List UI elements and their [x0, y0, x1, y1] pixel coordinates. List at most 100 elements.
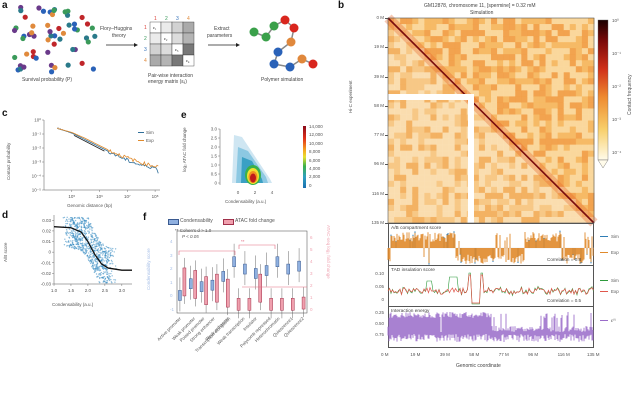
map-cell	[491, 138, 498, 146]
scatter-point	[109, 263, 111, 265]
map-cell	[448, 186, 456, 194]
map-cell	[545, 42, 553, 49]
cohens-d-annotation: ** Cohen's d > 1.0	[175, 228, 212, 233]
map-cell	[539, 120, 547, 128]
map-cell	[515, 132, 522, 140]
map-cell	[478, 36, 486, 43]
map-cell	[466, 24, 474, 31]
map-cell	[533, 72, 540, 79]
map-cell	[539, 126, 547, 134]
map-cell	[545, 204, 553, 212]
map-cell	[472, 18, 480, 25]
map-cell	[569, 180, 577, 188]
map-cell	[551, 60, 559, 67]
map-cell	[491, 132, 498, 140]
map-cell	[563, 180, 571, 188]
scatter-point	[96, 249, 98, 251]
map-cell	[509, 204, 516, 212]
map-cell	[545, 66, 553, 73]
c-x-axis-label: Genomic distance (bp)	[67, 203, 113, 208]
map-cell	[424, 84, 431, 91]
scatter-point	[111, 275, 113, 277]
map-cell	[515, 192, 522, 200]
scatter-point	[95, 269, 98, 271]
scatter-point	[95, 249, 97, 251]
map-cell	[394, 108, 401, 115]
map-cell	[587, 180, 595, 188]
map-cell	[424, 204, 431, 212]
hic-y-tick: 39 M	[373, 73, 384, 79]
legend-label: Exp	[146, 138, 154, 143]
matrix-cell	[182, 54, 195, 67]
map-cell	[436, 42, 444, 49]
map-cell	[454, 30, 462, 37]
map-cell	[581, 186, 589, 194]
map-cell	[460, 168, 468, 176]
scatter-point	[98, 266, 100, 268]
map-cell	[388, 114, 395, 121]
scatter-point	[68, 228, 71, 230]
map-cell	[442, 108, 450, 115]
map-cell	[412, 198, 419, 206]
map-cell	[539, 72, 547, 79]
map-cell	[545, 60, 553, 67]
hic-x-tick: 116 M	[557, 352, 570, 357]
scatter-point	[102, 272, 104, 275]
atac-box	[226, 278, 230, 308]
map-cell	[515, 168, 522, 176]
scatter-point	[86, 247, 88, 249]
map-cell	[436, 174, 444, 182]
map-cell	[581, 216, 589, 224]
map-cell	[545, 162, 553, 170]
series-line-exp	[57, 128, 159, 168]
map-cell	[436, 126, 444, 134]
map-cell	[563, 108, 571, 115]
map-cell	[478, 198, 486, 206]
map-cell	[424, 132, 431, 140]
tick-mark	[385, 223, 388, 224]
map-cell	[515, 102, 522, 109]
map-cell	[478, 210, 486, 218]
condensability-box	[178, 290, 182, 301]
map-cell	[412, 156, 419, 164]
map-cell	[503, 18, 510, 25]
map-cell	[400, 192, 407, 200]
scatter-point	[70, 246, 73, 249]
colorbar-tick: 4,000	[309, 166, 321, 171]
map-cell	[503, 150, 510, 158]
map-cell	[539, 204, 547, 212]
map-cell	[545, 102, 553, 109]
map-cell	[406, 54, 413, 61]
scatter-point	[78, 222, 81, 225]
scatter-point	[96, 239, 99, 241]
map-cell	[509, 186, 516, 194]
scatter-point	[77, 226, 80, 229]
map-cell	[539, 156, 547, 164]
map-cell	[448, 54, 456, 61]
scatter-point	[107, 252, 109, 254]
hic-x-tick: 135 M	[587, 352, 600, 357]
legend-swatch	[600, 252, 608, 254]
map-cell	[527, 72, 534, 79]
map-cell	[442, 120, 450, 128]
map-cell	[394, 156, 401, 164]
legend-swatch	[223, 219, 234, 225]
map-cell	[575, 36, 583, 43]
map-cell	[563, 210, 571, 218]
map-cell	[430, 30, 437, 37]
map-cell	[551, 18, 559, 25]
map-cell	[509, 102, 516, 109]
map-cell	[400, 120, 407, 128]
map-cell	[563, 18, 571, 25]
map-cell	[406, 132, 413, 140]
hic-x-tick: 39 M	[439, 352, 450, 357]
y-right-tick: 4	[310, 259, 313, 264]
matrix-cell	[160, 54, 173, 67]
map-cell	[448, 114, 456, 121]
atac-box	[301, 296, 306, 310]
scatter-point	[69, 220, 71, 223]
map-cell	[454, 150, 462, 158]
x-tick-label: 10⁷	[124, 194, 131, 199]
map-cell	[539, 162, 547, 170]
map-cell	[400, 42, 407, 49]
